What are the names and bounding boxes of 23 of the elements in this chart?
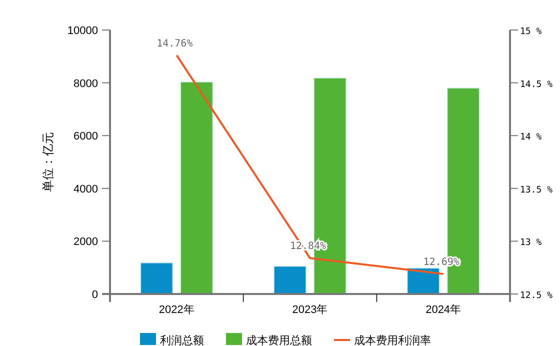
y2-tick-label: 15 % <box>520 27 542 37</box>
bar <box>140 262 174 294</box>
x-tick-label: 2023年 <box>292 304 328 316</box>
legend-label: 成本费用总额 <box>246 334 312 346</box>
y-tick-label: 10000 <box>67 25 98 37</box>
y-tick-label: 8000 <box>74 78 98 90</box>
y-tick-label: 0 <box>92 289 98 301</box>
y2-tick-label: 13.5 % <box>520 185 554 196</box>
y2-tick-label: 14.5 % <box>520 80 554 90</box>
data-label: 14.76% <box>156 38 193 50</box>
legend-label: 成本费用利润率 <box>354 334 431 346</box>
y2-tick-label: 13 % <box>520 238 542 248</box>
y2-tick-label: 14 % <box>520 132 542 143</box>
legend-label: 利润总额 <box>160 334 204 346</box>
y-tick-label: 2000 <box>74 236 98 248</box>
y-tick-label: 4000 <box>74 183 98 196</box>
x-tick-label: 2024年 <box>426 304 462 316</box>
bar <box>180 82 214 294</box>
y2-tick-label: 12.5 % <box>520 291 554 301</box>
x-tick-label: 2022年 <box>158 304 194 316</box>
y-axis-title: 单位：亿元 <box>41 132 55 192</box>
bar <box>274 266 306 294</box>
y-tick-label: 6000 <box>74 130 98 143</box>
